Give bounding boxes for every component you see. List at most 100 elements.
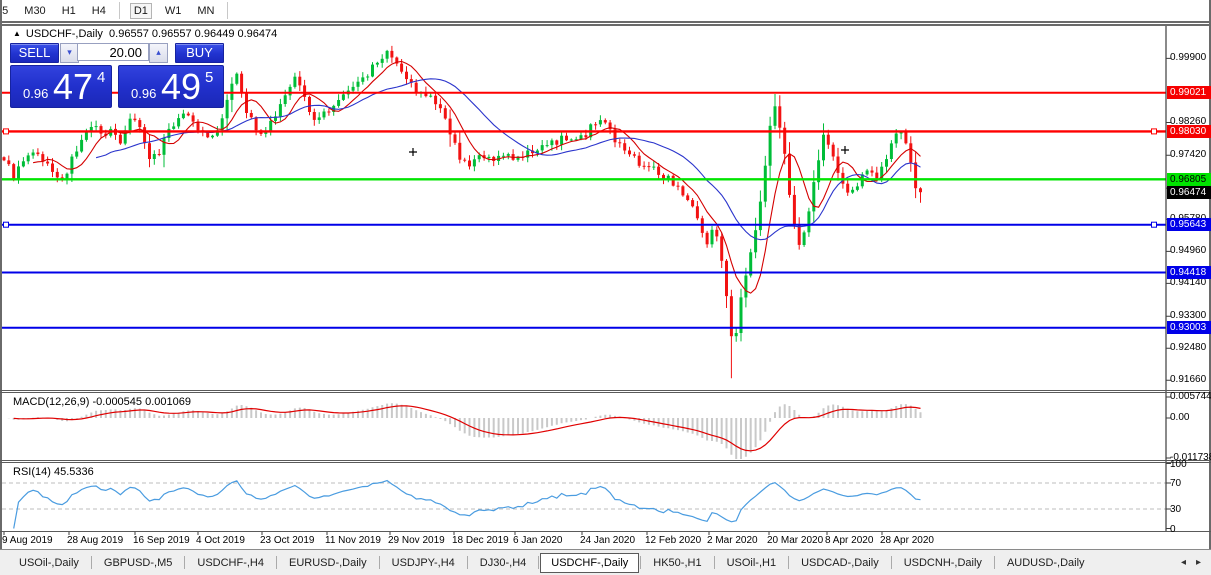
crosshair-marker bbox=[841, 146, 849, 154]
ma-fast-line bbox=[32, 60, 921, 294]
level-badge-94418: 0.94418 bbox=[1167, 266, 1211, 280]
toolbar-bottom-border bbox=[0, 21, 1211, 23]
tab-separator bbox=[890, 556, 892, 569]
macd-panel-top-separator[interactable] bbox=[0, 390, 1211, 391]
macd-axis-tick: 0.00 bbox=[1170, 412, 1190, 423]
timeframe-button-h4[interactable]: H4 bbox=[91, 4, 106, 17]
time-axis-label: 8 Apr 2020 bbox=[825, 535, 874, 546]
timeframe-button-w1[interactable]: W1 bbox=[164, 4, 182, 17]
scroll-tabs-right-icon[interactable]: ▸ bbox=[1195, 557, 1201, 568]
macd-signal-line bbox=[13, 405, 921, 452]
timeframe-button-h1[interactable]: H1 bbox=[61, 4, 76, 17]
time-axis-label: 28 Aug 2019 bbox=[67, 535, 124, 546]
time-axis-label: 9 Aug 2019 bbox=[2, 535, 53, 546]
macd-axis-tick: -0.011738 bbox=[1170, 452, 1211, 463]
ma-slow-line bbox=[95, 78, 921, 241]
volume-increase-button[interactable]: ▴ bbox=[149, 43, 168, 63]
time-axis-label: 29 Nov 2019 bbox=[388, 535, 445, 546]
time-axis-label: 6 Jan 2020 bbox=[513, 535, 563, 546]
time-axis-label: 24 Jan 2020 bbox=[580, 535, 636, 546]
rsi-axis-tick: 30 bbox=[1170, 504, 1182, 515]
macd-histogram bbox=[7, 403, 922, 459]
tab-dj30-h4[interactable]: DJ30-,H4 bbox=[479, 556, 527, 569]
tab-usdcnh-daily[interactable]: USDCNH-,Daily bbox=[903, 556, 982, 569]
chart-header: ▲ USDCHF-,Daily 0.96557 0.96557 0.96449 0… bbox=[13, 28, 277, 40]
tab-usdchf-daily[interactable]: USDCHF-,Daily bbox=[540, 552, 640, 573]
timeframe-button-m5[interactable]: M5 bbox=[0, 4, 9, 17]
rsi-axis-tick: 100 bbox=[1170, 458, 1187, 470]
level-line-handle[interactable] bbox=[3, 221, 9, 228]
macd-axis-tick: 0.005744 bbox=[1170, 391, 1211, 402]
time-axis-label: 23 Oct 2019 bbox=[260, 535, 315, 546]
macd-panel-top-separator2 bbox=[0, 392, 1211, 393]
time-axis-label: 28 Apr 2020 bbox=[880, 535, 934, 546]
rsi-panel-top-separator[interactable] bbox=[0, 460, 1211, 461]
sell-price-big-digits: 47 bbox=[53, 66, 94, 107]
timeframe-button-d1[interactable]: D1 bbox=[129, 2, 152, 19]
tab-usoil-h1[interactable]: USOil-,H1 bbox=[726, 556, 777, 569]
scroll-tabs-left-icon[interactable]: ◂ bbox=[1180, 557, 1186, 568]
tab-usdjpy-h4[interactable]: USDJPY-,H4 bbox=[391, 556, 455, 569]
buy-price-pipette: 5 bbox=[205, 69, 214, 86]
price-axis-tick: 0.94960 bbox=[1170, 245, 1207, 257]
macd-indicator-label: MACD(12,26,9) -0.000545 0.001069 bbox=[13, 396, 191, 408]
timeframe-button-m30[interactable]: M30 bbox=[24, 4, 46, 17]
rsi-current-value: 45.5336 bbox=[53, 466, 94, 478]
level-line-handle[interactable] bbox=[3, 128, 9, 135]
tab-separator bbox=[276, 556, 277, 569]
rsi-line bbox=[13, 479, 921, 529]
tab-separator bbox=[90, 556, 92, 569]
level-line-handle[interactable] bbox=[1151, 128, 1157, 135]
timeframe-button-mn[interactable]: MN bbox=[197, 4, 215, 17]
sell-button[interactable]: SELL bbox=[10, 43, 59, 63]
tab-hk50-h1[interactable]: HK50-,H1 bbox=[653, 556, 702, 569]
price-axis-tick: 0.93300 bbox=[1170, 310, 1207, 322]
window-left-border bbox=[0, 0, 2, 574]
sell-price-prefix: 0.96 bbox=[23, 86, 49, 101]
level-badge-98030: 0.98030 bbox=[1167, 124, 1211, 138]
chart-tab-bar: USOil-,Daily GBPUSD-,M5 USDCHF-,H4 EURUSD-,… bbox=[0, 549, 1211, 575]
window-right-border bbox=[1209, 0, 1211, 574]
chart-ohlc-values: 0.96557 0.96557 0.96449 0.96474 bbox=[109, 28, 278, 40]
tab-gbpusd-m5[interactable]: GBPUSD-,M5 bbox=[103, 556, 173, 569]
volume-input[interactable] bbox=[77, 43, 149, 61]
tab-separator bbox=[788, 556, 790, 569]
time-axis-label: 12 Feb 2020 bbox=[645, 535, 702, 546]
buy-price-prefix: 0.96 bbox=[131, 86, 157, 101]
level-badge-96805: 0.96805 bbox=[1167, 172, 1211, 186]
tab-usdcad-daily[interactable]: USDCAD-,Daily bbox=[801, 556, 879, 569]
tab-separator bbox=[466, 556, 468, 569]
level-badge-95643: 0.95643 bbox=[1167, 218, 1211, 232]
chart-symbol-label: USDCHF-,Daily bbox=[25, 28, 103, 40]
price-axis-tick: 0.92480 bbox=[1170, 342, 1207, 354]
tab-separator bbox=[378, 556, 380, 569]
macd-current-values: -0.000545 0.001069 bbox=[92, 396, 191, 408]
price-axis-tick: 0.97420 bbox=[1170, 149, 1207, 161]
timeframe-toolbar: M5 M30 H1 H4 D1 W1 MN bbox=[0, 0, 1211, 21]
buy-button[interactable]: BUY bbox=[175, 43, 224, 63]
time-axis-label: 11 Nov 2019 bbox=[325, 535, 381, 546]
axis-tick-marks bbox=[3, 57, 1171, 535]
rsi-axis-tick: 70 bbox=[1170, 478, 1182, 489]
level-line-handle[interactable] bbox=[1151, 221, 1157, 228]
tab-usoil-daily[interactable]: USOil-,Daily bbox=[19, 556, 79, 569]
tab-separator bbox=[713, 556, 715, 569]
macd-name: MACD(12,26,9) bbox=[13, 396, 90, 408]
tab-eurusd-daily[interactable]: EURUSD-,Daily bbox=[289, 556, 367, 569]
price-axis-tick: 0.91660 bbox=[1170, 374, 1207, 386]
time-axis-border bbox=[0, 531, 1211, 532]
buy-price-panel[interactable]: 0.96 49 5 bbox=[118, 65, 224, 108]
price-axis-tick: 0.94140 bbox=[1170, 277, 1207, 289]
current-price-badge: 0.96474 bbox=[1167, 185, 1211, 199]
tab-separator bbox=[640, 556, 642, 569]
price-axis[interactable]: 0.999000.982600.974200.965800.957800.949… bbox=[1167, 0, 1211, 574]
tab-audusd-daily[interactable]: AUDUSD-,Daily bbox=[1006, 556, 1085, 569]
sell-price-panel[interactable]: 0.96 47 4 bbox=[10, 65, 112, 108]
chevron-down-icon: ▾ bbox=[67, 47, 72, 57]
tab-usdchf-h4[interactable]: USDCHF-,H4 bbox=[197, 556, 264, 569]
collapse-trade-panel-icon[interactable]: ▲ bbox=[13, 29, 21, 38]
rsi-axis-tick: 0 bbox=[1170, 523, 1176, 535]
price-axis-tick: 0.99900 bbox=[1170, 52, 1207, 64]
